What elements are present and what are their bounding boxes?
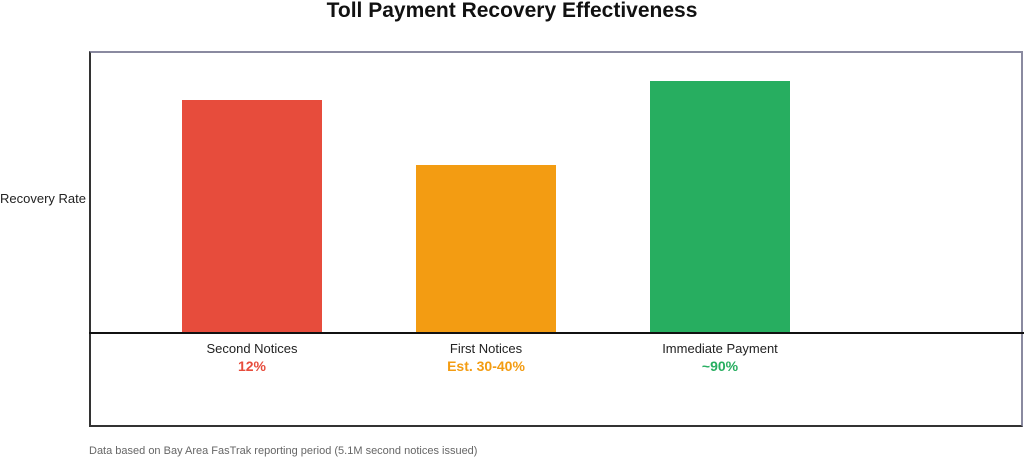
plot-area (89, 51, 1023, 427)
y-axis-label: Recovery Rate (0, 191, 86, 206)
value-label: 12% (237, 358, 267, 374)
bar-immediate-payment (650, 81, 790, 333)
footnote: Data based on Bay Area FasTrak reporting… (89, 445, 478, 457)
category-label: Second Notices (206, 341, 298, 356)
chart-title: Toll Payment Recovery Effectiveness (326, 0, 698, 22)
value-label: ~90% (701, 358, 739, 374)
bar-second-notices (182, 100, 322, 333)
category-label: Immediate Payment (662, 341, 778, 356)
x-axis-line (89, 332, 1024, 334)
category-label: First Notices (449, 341, 523, 356)
bar-first-notices (416, 165, 556, 333)
value-label: Est. 30-40% (447, 358, 525, 374)
